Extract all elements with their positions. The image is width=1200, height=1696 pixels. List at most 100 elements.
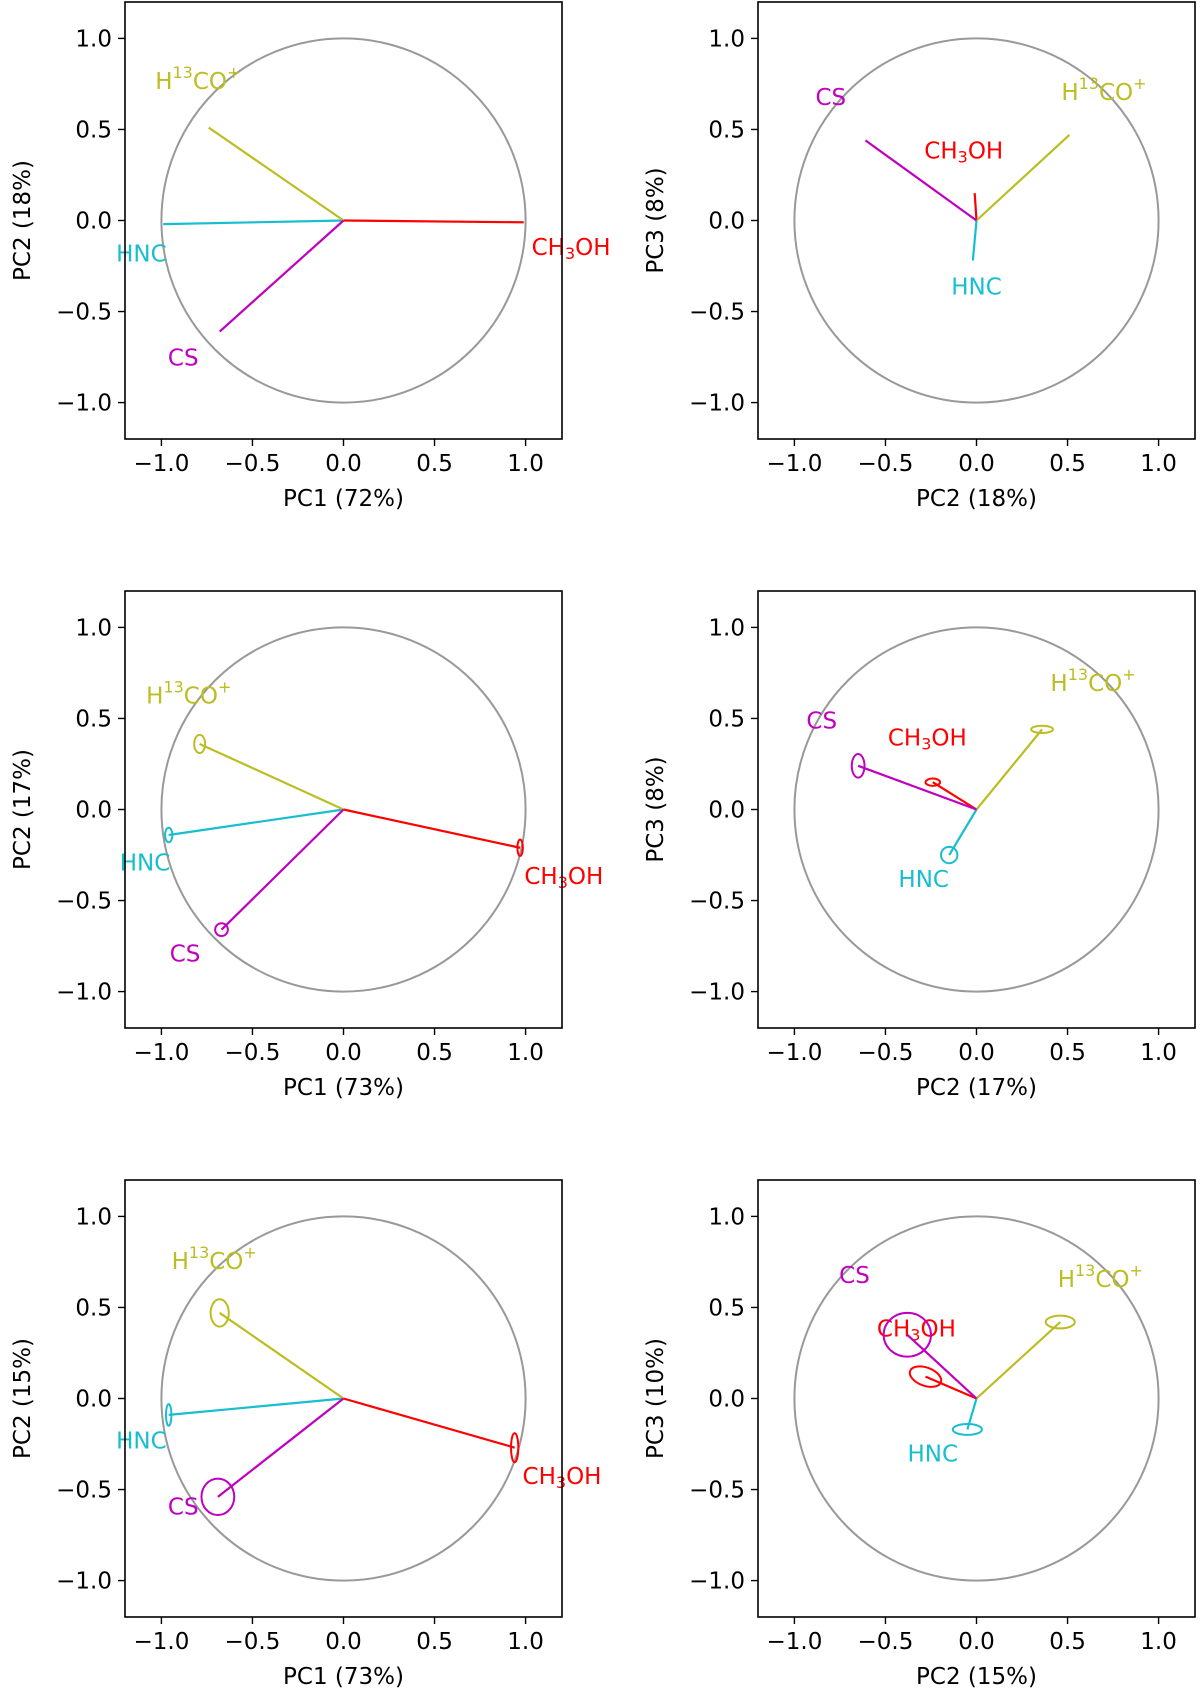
y-tick-label: 0.0 [708, 1387, 745, 1413]
vector-ch3oh [343, 219, 524, 224]
y-tick-label: −1.0 [56, 391, 112, 417]
y-tick-label: 0.5 [708, 1295, 745, 1321]
unit-circle [793, 37, 1160, 404]
vector-label-cs: CS [170, 942, 201, 968]
y-tick-label: −1.0 [689, 980, 745, 1006]
y-tick-label: −1.0 [56, 1569, 112, 1595]
uncertainty-ellipse-ch3oh [516, 838, 524, 857]
vector-h13coplus [975, 728, 1043, 811]
y-axis-label: PC2 (18%) [10, 160, 36, 281]
vector-label-cs: CS [806, 709, 837, 735]
y-tick-label: −0.5 [56, 889, 112, 915]
y-tick-label: 0.5 [708, 706, 745, 732]
vector-label-h13coplus: H13CO+ [1050, 664, 1135, 696]
vector-hnc [971, 220, 978, 261]
y-tick-label: 0.5 [75, 117, 112, 143]
uncertainty-ellipse-hnc [951, 1422, 983, 1436]
vector-ch3oh [932, 781, 978, 811]
x-tick-label: 0.0 [958, 1629, 995, 1655]
x-tick-label: −1.0 [133, 451, 189, 477]
x-tick-label: −0.5 [225, 1040, 281, 1066]
unit-circle [160, 626, 527, 993]
y-axis-label: PC3 (10%) [643, 1338, 669, 1459]
y-tick-label: −0.5 [689, 1478, 745, 1504]
y-tick-label: 1.0 [75, 615, 112, 641]
x-axis-label: PC2 (15%) [916, 1664, 1037, 1690]
y-tick-label: 0.0 [75, 798, 112, 824]
chart-panel-1: CH3OH HNC H13CO+ CS −1.0 −0.5 0.0 0.5 1.0 1.0 0.5 0… [10, 1, 611, 512]
vector-h13coplus [975, 134, 1071, 222]
vector-cs [857, 764, 977, 811]
x-tick-label: 0.5 [1049, 1040, 1086, 1066]
x-tick-label: 0.5 [1049, 451, 1086, 477]
x-tick-label: 1.0 [1140, 1040, 1177, 1066]
vector-label-ch3oh: CH3OH [524, 863, 603, 891]
y-tick-label: 1.0 [75, 1204, 112, 1230]
uncertainty-ellipse-cs [850, 752, 866, 779]
vector-label-h13coplus: H13CO+ [1061, 74, 1146, 106]
x-tick-label: −0.5 [858, 1040, 914, 1066]
x-tick-label: −1.0 [133, 1629, 189, 1655]
vector-label-hnc: HNC [116, 242, 167, 268]
y-tick-label: 0.5 [75, 1295, 112, 1321]
uncertainty-ellipse-h13coplus [1044, 1314, 1076, 1330]
y-tick-label: −0.5 [689, 300, 745, 326]
vector-label-h13coplus: H13CO+ [155, 63, 240, 95]
vector-label-h13coplus: H13CO+ [1058, 1261, 1143, 1293]
x-tick-label: 1.0 [1140, 451, 1177, 477]
y-tick-label: 0.0 [75, 209, 112, 235]
vector-cs [217, 1397, 345, 1498]
chart-panel-4: CH3OH HNC H13CO+ CS −1.0 −0.5 0.0 0.5 1.0 1.0 0.5 0… [643, 590, 1196, 1101]
vector-label-ch3oh: CH3OH [523, 1463, 602, 1491]
y-axis-label: PC3 (8%) [643, 167, 669, 273]
vector-h13coplus [208, 126, 345, 222]
y-tick-label: 0.0 [708, 209, 745, 235]
y-tick-label: 0.5 [708, 117, 745, 143]
vector-cs [218, 219, 345, 333]
vector-hnc [168, 1397, 344, 1416]
x-tick-label: −1.0 [766, 451, 822, 477]
y-tick-label: −1.0 [689, 1569, 745, 1595]
x-tick-label: −1.0 [766, 1629, 822, 1655]
unit-circle [160, 37, 527, 404]
y-tick-label: −0.5 [56, 1478, 112, 1504]
vector-h13coplus [199, 742, 344, 811]
unit-circle [160, 1215, 527, 1582]
uncertainty-ellipse-h13coplus [1030, 724, 1054, 735]
vector-label-h13coplus: H13CO+ [146, 677, 231, 709]
vector-label-cs: CS [168, 345, 199, 371]
vector-cs [906, 1333, 978, 1400]
x-tick-label: 0.0 [325, 1040, 362, 1066]
x-axis-label: PC2 (18%) [916, 486, 1037, 512]
y-tick-label: 1.0 [708, 26, 745, 52]
vector-label-hnc: HNC [908, 1441, 959, 1467]
vector-ch3oh [343, 808, 521, 849]
vector-cs [220, 808, 345, 931]
vector-ch3oh [925, 1375, 977, 1400]
vector-label-hnc: HNC [120, 851, 171, 877]
y-axis-label: PC3 (8%) [643, 756, 669, 862]
uncertainty-ellipse-cs [882, 1311, 932, 1358]
y-tick-label: 0.5 [75, 706, 112, 732]
y-tick-label: 1.0 [708, 615, 745, 641]
x-tick-label: −1.0 [766, 1040, 822, 1066]
x-tick-label: −0.5 [225, 451, 281, 477]
unit-circle [793, 626, 1160, 993]
vector-hnc [168, 808, 344, 837]
vector-label-hnc: HNC [898, 867, 949, 893]
vector-label-cs: CS [815, 85, 846, 111]
x-tick-label: 0.5 [416, 451, 453, 477]
uncertainty-ellipse-h13coplus [209, 1298, 230, 1328]
uncertainty-ellipse-ch3oh [924, 777, 942, 787]
vector-label-ch3oh: CH3OH [924, 138, 1003, 166]
y-tick-label: −0.5 [56, 300, 112, 326]
x-tick-label: −0.5 [225, 1629, 281, 1655]
x-tick-label: −0.5 [858, 451, 914, 477]
y-tick-label: 0.0 [75, 1387, 112, 1413]
chart-panel-2: CH3OH HNC H13CO+ CS −1.0 −0.5 0.0 0.5 1.0 1.0 0.5 0… [643, 1, 1196, 512]
x-tick-label: 0.0 [325, 451, 362, 477]
y-tick-label: −0.5 [689, 889, 745, 915]
x-tick-label: 1.0 [507, 1040, 544, 1066]
y-tick-label: −1.0 [56, 980, 112, 1006]
vector-label-ch3oh: CH3OH [532, 234, 611, 262]
